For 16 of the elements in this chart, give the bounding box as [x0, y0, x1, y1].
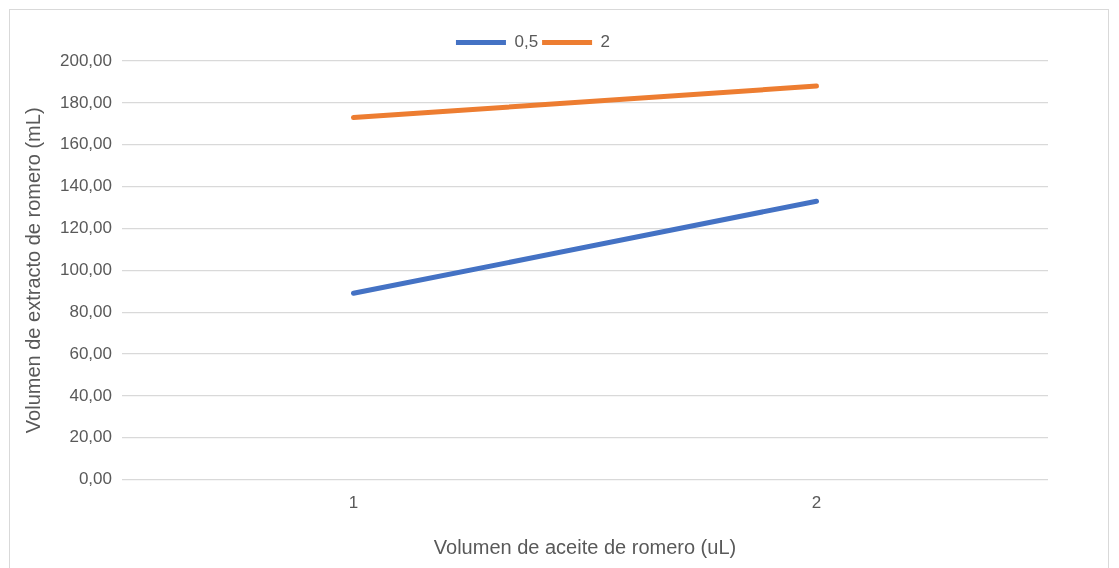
y-tick-label: 120,00 [60, 218, 112, 238]
y-tick-label: 20,00 [69, 427, 112, 447]
y-tick-label: 60,00 [69, 343, 112, 363]
y-tick-label: 100,00 [60, 259, 112, 279]
y-tick-label: 0,00 [78, 469, 112, 489]
y-tick-label: 160,00 [60, 134, 112, 154]
y-tick-label: 200,00 [60, 50, 112, 70]
y-axis-title: Volumen de extracto de romero (mL) [21, 107, 44, 434]
x-axis-title: Volumen de aceite de romero (uL) [433, 535, 737, 558]
y-tick-label: 180,00 [60, 92, 112, 112]
legend-label: 0,5 [514, 32, 539, 52]
y-tick-label: 40,00 [69, 385, 112, 405]
y-tick-label: 80,00 [69, 301, 112, 321]
y-tick-label: 140,00 [60, 176, 112, 196]
legend-label: 2 [600, 32, 611, 52]
x-tick-label: 1 [348, 493, 359, 513]
